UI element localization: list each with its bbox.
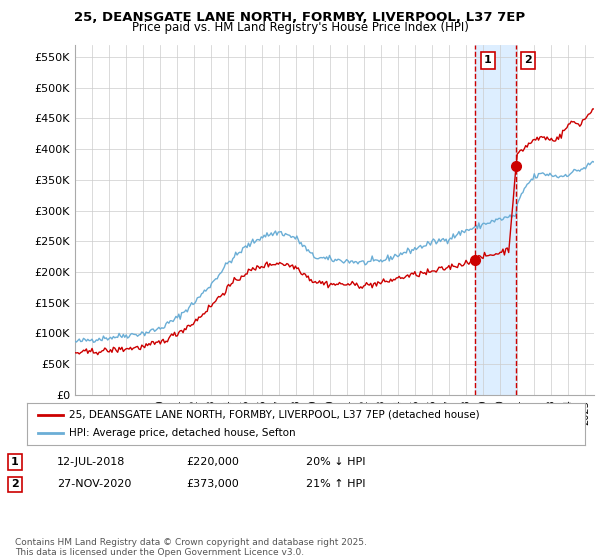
- Text: Contains HM Land Registry data © Crown copyright and database right 2025.
This d: Contains HM Land Registry data © Crown c…: [15, 538, 367, 557]
- Text: 1: 1: [484, 55, 491, 66]
- Text: 27-NOV-2020: 27-NOV-2020: [57, 479, 131, 489]
- Text: 2: 2: [524, 55, 532, 66]
- Bar: [475, 45, 516, 395]
- Text: 25, DEANSGATE LANE NORTH, FORMBY, LIVERPOOL, L37 7EP: 25, DEANSGATE LANE NORTH, FORMBY, LIVERP…: [74, 11, 526, 24]
- Text: 2: 2: [11, 479, 19, 489]
- Text: 25, DEANSGATE LANE NORTH, FORMBY, LIVERPOOL, L37 7EP (detached house): 25, DEANSGATE LANE NORTH, FORMBY, LIVERP…: [69, 410, 479, 420]
- Text: 12-JUL-2018: 12-JUL-2018: [57, 457, 125, 467]
- Text: 20% ↓ HPI: 20% ↓ HPI: [306, 457, 365, 467]
- Text: £220,000: £220,000: [186, 457, 239, 467]
- Text: £373,000: £373,000: [186, 479, 239, 489]
- Text: 1: 1: [11, 457, 19, 467]
- Text: HPI: Average price, detached house, Sefton: HPI: Average price, detached house, Seft…: [69, 428, 295, 438]
- Text: Price paid vs. HM Land Registry's House Price Index (HPI): Price paid vs. HM Land Registry's House …: [131, 21, 469, 34]
- Text: 21% ↑ HPI: 21% ↑ HPI: [306, 479, 365, 489]
